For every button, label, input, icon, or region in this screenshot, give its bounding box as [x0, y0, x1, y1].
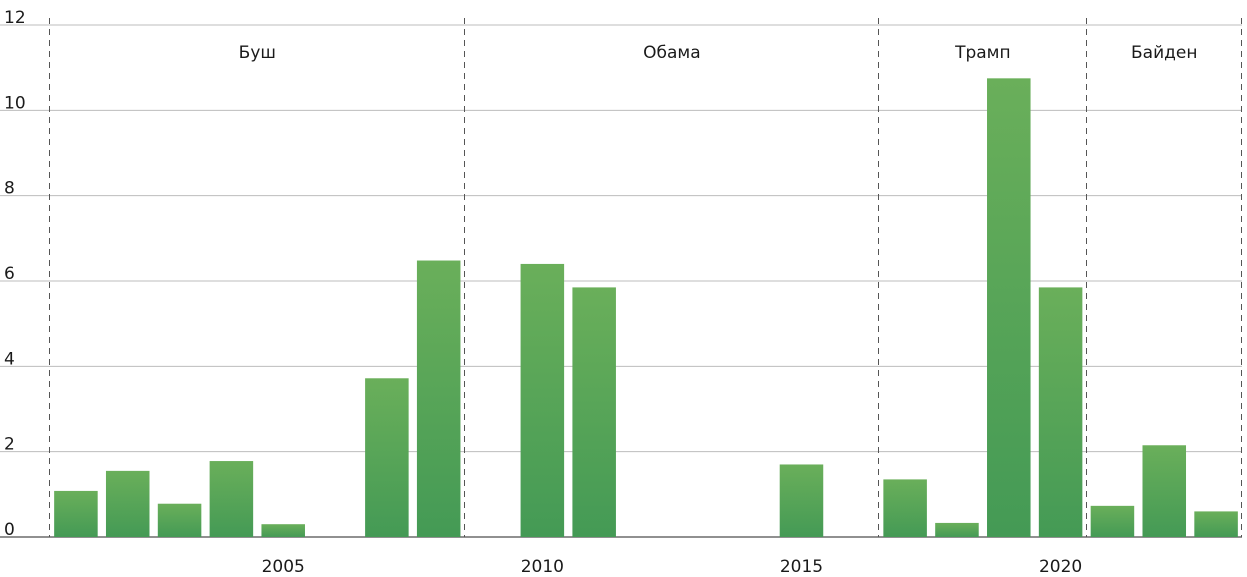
x-axis-ticks: 2005 2010 2015 2020	[262, 557, 1083, 577]
y-tick-label: 12	[4, 8, 26, 28]
gridlines	[0, 24, 1242, 538]
bar-2004	[209, 461, 254, 537]
bar-2018	[935, 522, 979, 537]
bar-2005	[261, 524, 305, 537]
bar-2017	[883, 479, 927, 537]
bar-2019	[987, 78, 1031, 537]
bar-2020	[1038, 287, 1083, 537]
presidency-labels: Буш Обама Трамп Байден	[239, 43, 1198, 63]
y-tick-label: 10	[4, 93, 26, 113]
bar-2007	[365, 378, 409, 537]
y-axis-ticks: 0 2 4 6 8 10 12	[4, 8, 26, 540]
bar-2023	[1194, 511, 1238, 537]
y-tick-label: 2	[4, 435, 15, 455]
y-tick-label: 0	[4, 520, 15, 540]
x-tick-label: 2015	[780, 557, 823, 577]
bar-2008	[416, 260, 461, 537]
x-tick-label: 2020	[1039, 557, 1082, 577]
x-tick-label: 2010	[521, 557, 564, 577]
bar-2021	[1090, 505, 1135, 537]
era-label-3: Байден	[1131, 43, 1197, 63]
bar-2022	[1142, 445, 1187, 537]
bar-2002	[105, 470, 150, 537]
y-tick-label: 6	[4, 264, 15, 284]
bars	[54, 78, 1238, 537]
bar-2010	[520, 263, 565, 537]
presidency-dividers	[49, 18, 1242, 537]
bar-2011	[572, 287, 616, 537]
y-tick-label: 4	[4, 349, 15, 369]
bar-2003	[157, 503, 202, 537]
era-label-0: Буш	[239, 43, 276, 63]
x-tick-label: 2005	[262, 557, 305, 577]
bar-2001	[54, 490, 98, 537]
bar-2015	[779, 464, 824, 537]
y-tick-label: 8	[4, 179, 15, 199]
era-label-2: Трамп	[954, 43, 1011, 63]
era-label-1: Обама	[643, 43, 701, 63]
